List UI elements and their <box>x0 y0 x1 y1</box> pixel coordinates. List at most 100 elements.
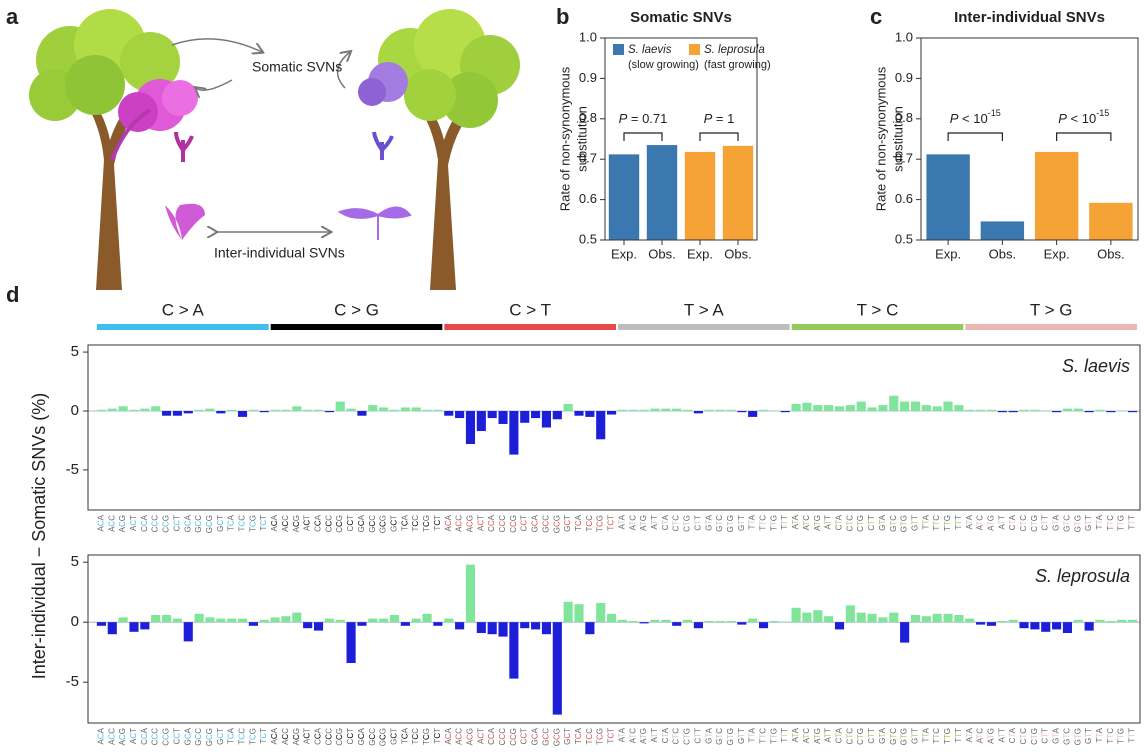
x-tick-letter: G <box>248 515 257 521</box>
x-tick-letter: T <box>878 520 887 525</box>
x-tick-letter: T <box>737 728 746 733</box>
x-tick-letter: T <box>661 520 670 525</box>
x-tick-label: TTT <box>954 515 963 530</box>
x-tick-letter: G <box>335 728 344 734</box>
x-tick-letter: T <box>628 521 637 526</box>
bar <box>976 622 986 625</box>
bar <box>617 619 627 623</box>
x-tick-letter: G <box>813 515 822 521</box>
x-tick-label: CTT <box>867 515 876 531</box>
x-tick-letter: C <box>487 733 496 739</box>
x-tick-letter: T <box>1084 733 1093 738</box>
bar <box>455 622 465 630</box>
x-tick-label: Obs. <box>989 246 1016 261</box>
x-tick-letter: T <box>715 521 724 526</box>
x-tick-label: TCT <box>433 728 442 744</box>
x-tick-letter: T <box>954 728 963 733</box>
x-tick-letter: G <box>683 515 692 521</box>
x-tick-label: TTG <box>769 515 778 531</box>
x-tick-letter: C <box>444 733 453 739</box>
x-tick-letter: C <box>531 520 540 526</box>
bar <box>552 411 562 420</box>
x-tick-label: GTC <box>715 728 724 745</box>
x-tick-letter: A <box>270 727 279 733</box>
x-tick-letter: A <box>791 727 800 733</box>
x-tick-letter: G <box>552 740 561 746</box>
bar <box>194 409 204 411</box>
x-tick-label: TCT <box>259 728 268 744</box>
x-tick-letter: C <box>324 515 333 521</box>
x-tick-label: Exp. <box>935 246 961 261</box>
x-tick-letter: G <box>1073 728 1082 734</box>
x-tick-letter: G <box>422 515 431 521</box>
x-tick-label: CTG <box>1030 728 1039 745</box>
x-tick-label: TTG <box>1117 515 1126 531</box>
x-tick-label: GCT <box>563 515 572 532</box>
x-tick-letter: C <box>628 515 637 521</box>
x-tick-letter: T <box>585 739 594 744</box>
bar <box>726 409 736 411</box>
bar <box>845 605 855 623</box>
x-tick-letter: C <box>542 734 551 740</box>
x-tick-letter: A <box>400 514 409 520</box>
x-tick-letter: A <box>618 736 627 742</box>
x-tick-letter: T <box>867 515 876 520</box>
x-tick-letter: A <box>97 738 106 744</box>
x-tick-letter: T <box>173 515 182 520</box>
x-tick-label: CTG <box>683 515 692 532</box>
panel-label: c <box>870 4 882 29</box>
bar <box>980 221 1025 240</box>
group-label: C > A <box>162 300 205 319</box>
x-tick-letter: T <box>650 515 659 520</box>
x-tick-letter: C <box>542 728 551 734</box>
x-tick-label: ACT <box>129 515 138 531</box>
p-value-label: P < 10-15 <box>1058 108 1109 126</box>
bar <box>608 154 640 240</box>
x-tick-label: TTA <box>748 727 757 742</box>
x-tick-label: GTG <box>900 728 909 745</box>
x-tick-letter: C <box>476 733 485 739</box>
x-tick-label: GCG <box>205 515 214 533</box>
x-tick-letter: A <box>455 526 464 532</box>
x-tick-label: TCC <box>411 728 420 745</box>
x-tick-label: TTA <box>1095 514 1104 529</box>
x-tick-letter: T <box>1128 728 1137 733</box>
x-tick-letter: G <box>1063 526 1072 532</box>
bar <box>444 618 454 623</box>
p-symbol: P <box>619 111 628 126</box>
bar <box>748 618 758 623</box>
bar <box>726 621 736 623</box>
bar <box>682 409 693 411</box>
bar <box>563 601 573 623</box>
x-tick-letter: A <box>791 514 800 520</box>
x-tick-label: CCC <box>498 728 507 746</box>
x-tick-letter: T <box>607 728 616 733</box>
x-tick-letter: C <box>563 520 572 526</box>
bar <box>737 622 747 625</box>
bar <box>1117 410 1127 411</box>
x-tick-letter: T <box>400 739 409 744</box>
x-tick-letter: C <box>314 733 323 739</box>
x-tick-letter: C <box>97 733 106 739</box>
arrow <box>171 38 262 52</box>
x-tick-letter: T <box>639 734 648 739</box>
bar <box>943 613 953 623</box>
x-tick-letter: G <box>357 526 366 532</box>
x-tick-label: TCA <box>227 727 236 744</box>
x-tick-letter: C <box>585 521 594 527</box>
x-tick-label: CTG <box>856 728 865 745</box>
x-tick-letter: A <box>183 727 192 733</box>
seedlings <box>165 131 412 240</box>
x-tick-letter: C <box>520 520 529 526</box>
x-tick-letter: G <box>183 526 192 532</box>
x-tick-letter: C <box>683 526 692 532</box>
x-tick-letter: T <box>1084 520 1093 525</box>
x-tick-letter: C <box>715 728 724 734</box>
x-tick-letter: T <box>954 525 963 530</box>
x-tick-letter: T <box>1128 520 1137 525</box>
x-tick-letter: C <box>314 520 323 526</box>
x-tick-letter: C <box>248 521 257 527</box>
bar <box>227 409 237 411</box>
x-tick-label: GCA <box>531 514 540 532</box>
bar <box>541 622 552 635</box>
